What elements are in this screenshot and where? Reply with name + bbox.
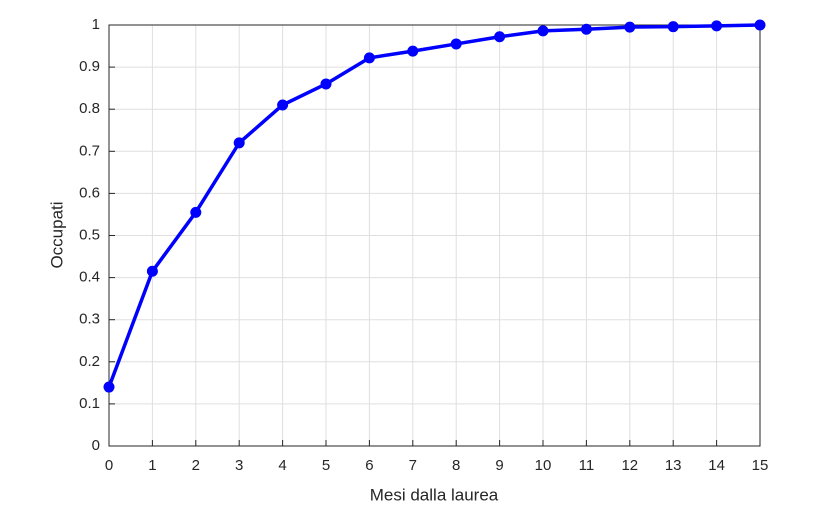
- y-tick-label: 0.1: [79, 395, 100, 412]
- x-tick-label: 8: [452, 457, 460, 474]
- data-point: [494, 31, 506, 43]
- x-tick-label: 9: [495, 457, 503, 474]
- x-tick-label: 11: [579, 457, 595, 474]
- data-point: [363, 52, 375, 64]
- y-tick-label: 0.6: [79, 184, 100, 201]
- data-point: [407, 45, 419, 57]
- data-point: [580, 23, 592, 35]
- data-point: [233, 137, 245, 149]
- y-tick-label: 0.3: [79, 311, 100, 328]
- data-point: [146, 265, 158, 277]
- y-tick-label: 0.8: [79, 100, 100, 117]
- data-point: [624, 21, 636, 33]
- x-tick-label: 15: [752, 457, 769, 474]
- x-tick-label: 2: [192, 457, 200, 474]
- y-tick-label: 0: [92, 437, 100, 454]
- data-point: [711, 20, 723, 32]
- x-tick-label: 10: [535, 457, 552, 474]
- plot-frame: [108, 24, 761, 447]
- data-point: [320, 78, 332, 90]
- y-tick-label: 0.7: [79, 142, 100, 159]
- y-tick-label: 0.9: [79, 58, 100, 75]
- x-tick-label: 13: [665, 457, 682, 474]
- y-tick-label: 1: [92, 16, 100, 33]
- x-tick-label: 14: [708, 457, 725, 474]
- y-axis-label: Occupati: [47, 201, 66, 268]
- data-point: [450, 38, 462, 50]
- data-line: [107, 23, 761, 388]
- x-tick-label: 3: [235, 457, 243, 474]
- y-tick-label: 0.5: [79, 226, 100, 243]
- data-point: [667, 21, 679, 33]
- data-point: [103, 381, 115, 393]
- x-tick-label: 1: [148, 457, 156, 474]
- y-tick-label: 0.2: [79, 353, 100, 370]
- x-tick-label: 5: [322, 457, 330, 474]
- data-point: [754, 19, 766, 31]
- data-point: [277, 99, 289, 111]
- x-tick-label: 0: [105, 457, 113, 474]
- x-tick-label: 4: [278, 457, 286, 474]
- y-tick-label: 0.4: [79, 269, 100, 286]
- x-tick-label: 7: [409, 457, 417, 474]
- data-point: [537, 25, 549, 37]
- x-axis-label: Mesi dalla laurea: [370, 485, 499, 504]
- data-point: [190, 206, 202, 218]
- x-tick-label: 12: [621, 457, 638, 474]
- x-tick-label: 6: [365, 457, 373, 474]
